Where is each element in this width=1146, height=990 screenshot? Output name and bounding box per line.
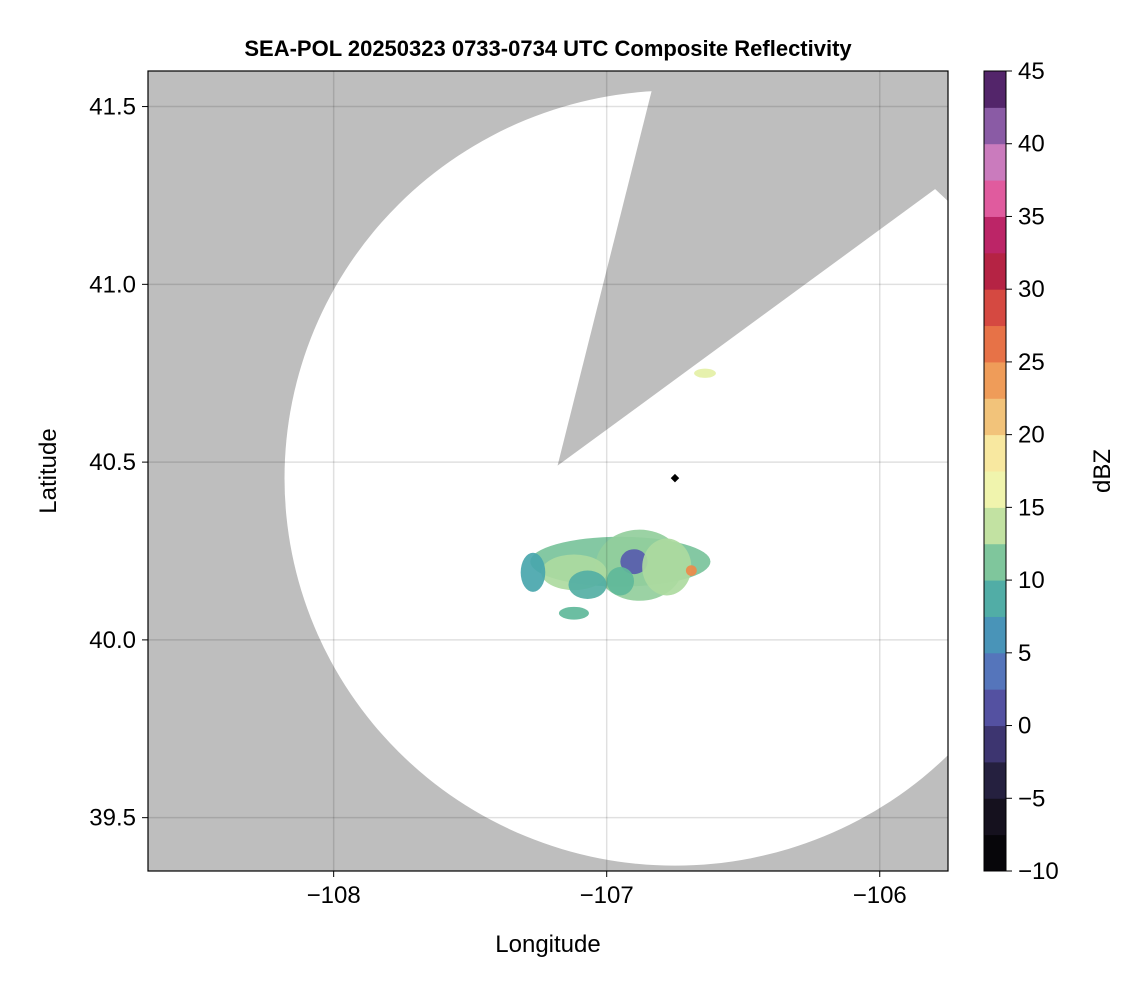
colorbar-band xyxy=(984,834,1006,872)
colorbar-band xyxy=(984,252,1006,290)
colorbar-band xyxy=(984,71,1006,108)
colorbar-band xyxy=(984,507,1006,545)
colorbar-band xyxy=(984,616,1006,654)
colorbar-band xyxy=(984,434,1006,472)
colorbar-tick-label: 25 xyxy=(1018,349,1045,376)
gridlines xyxy=(148,71,948,871)
colorbar-tick-label: 40 xyxy=(1018,131,1045,158)
colorbar-band xyxy=(984,398,1006,436)
colorbar-tick-label: 30 xyxy=(1018,276,1045,303)
colorbar-tick-label: −10 xyxy=(1018,858,1059,885)
colorbar-frame xyxy=(983,70,1007,872)
colorbar-tick-label: 35 xyxy=(1018,203,1045,230)
echo-cell xyxy=(620,549,648,575)
x-tick-label: −107 xyxy=(580,882,634,909)
echo-cell xyxy=(642,538,692,596)
colorbar-tick-label: 15 xyxy=(1018,494,1045,521)
plot-frame xyxy=(147,70,949,872)
echo-cell xyxy=(558,606,589,620)
echo-cell xyxy=(685,565,697,576)
colorbar-band xyxy=(984,143,1006,181)
colorbar-tick-label: −5 xyxy=(1018,785,1045,812)
colorbar-band xyxy=(984,361,1006,399)
colorbar xyxy=(984,71,1006,872)
y-tick-label: 41.0 xyxy=(89,271,136,298)
colorbar-band xyxy=(984,689,1006,727)
reflectivity-echoes xyxy=(520,368,716,620)
colorbar-tick-label: 45 xyxy=(1018,58,1045,85)
plot-content xyxy=(148,71,948,871)
colorbar-band xyxy=(984,652,1006,690)
colorbar-band xyxy=(984,180,1006,217)
colorbar-label: dBZ xyxy=(1089,449,1116,493)
x-tick-label: −108 xyxy=(307,882,361,909)
colorbar-tick-label: 10 xyxy=(1018,567,1045,594)
x-tick-label: −106 xyxy=(853,882,907,909)
y-tick-label: 41.5 xyxy=(89,94,136,121)
colorbar-ticks: −10 −5 0 5 10 15 20 25 30 35 40 45 xyxy=(1006,58,1059,885)
colorbar-band xyxy=(984,798,1006,836)
colorbar-band xyxy=(984,216,1006,254)
colorbar-band xyxy=(984,325,1006,363)
echo-cell xyxy=(694,368,716,378)
echo-cell xyxy=(606,567,635,596)
y-tick-label: 39.5 xyxy=(89,805,136,832)
colorbar-band xyxy=(984,725,1006,763)
colorbar-band xyxy=(984,289,1006,327)
y-axis-label: Latitude xyxy=(35,428,62,513)
y-axis-ticks: 39.5 40.0 40.5 41.0 41.5 xyxy=(89,94,148,832)
colorbar-tick-label: 20 xyxy=(1018,422,1045,449)
colorbar-band xyxy=(984,580,1006,617)
y-tick-label: 40.5 xyxy=(89,449,136,476)
echo-cell xyxy=(568,570,607,599)
colorbar-band xyxy=(984,761,1006,799)
colorbar-tick-label: 5 xyxy=(1018,640,1031,667)
x-axis-ticks: −108 −107 −106 xyxy=(307,871,907,909)
radar-site-marker xyxy=(670,473,680,483)
blocked-sector xyxy=(557,71,948,466)
x-axis-label: Longitude xyxy=(495,931,600,958)
chart-title: SEA-POL 20250323 0733-0734 UTC Composite… xyxy=(244,36,852,61)
colorbar-tick-label: 0 xyxy=(1018,713,1031,740)
colorbar-band xyxy=(984,471,1006,508)
y-tick-label: 40.0 xyxy=(89,627,136,654)
colorbar-band xyxy=(984,543,1006,581)
colorbar-band xyxy=(984,107,1006,145)
echo-cell xyxy=(520,552,546,592)
